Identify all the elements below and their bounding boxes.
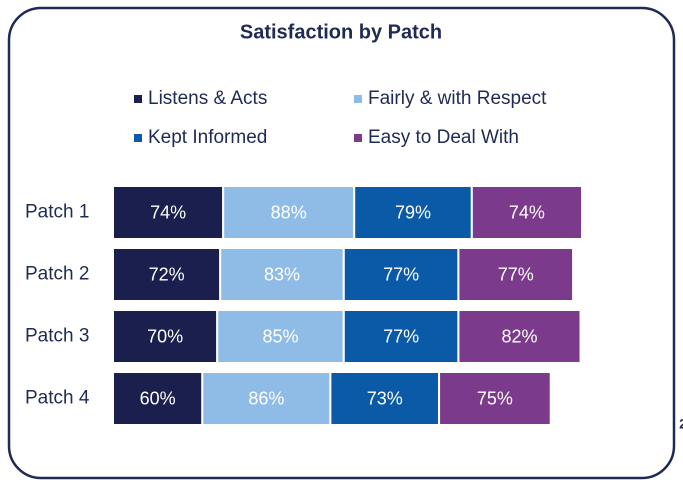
y-tick-label: Patch 4 (25, 388, 90, 409)
data-label: 85% (262, 326, 298, 346)
data-label: 77% (383, 264, 419, 284)
legend-label: Easy to Deal With (368, 127, 519, 148)
legend-label: Listens & Acts (148, 88, 267, 109)
y-tick-label: Patch 3 (25, 326, 89, 347)
data-label: 74% (509, 202, 545, 222)
data-label: 75% (477, 388, 513, 408)
bar-segment (112, 247, 222, 302)
chart-title: Satisfaction by Patch (240, 21, 442, 43)
data-label: 60% (140, 388, 176, 408)
bar-segment (353, 185, 473, 240)
bar-segment (470, 185, 584, 240)
legend-swatch (354, 134, 362, 142)
legend-swatch (134, 95, 142, 103)
data-label: 82% (501, 326, 537, 346)
bar-segment (216, 309, 345, 364)
bar-segment (222, 185, 356, 240)
legend-label: Kept Informed (148, 127, 267, 148)
data-label: 86% (248, 388, 284, 408)
bar-segment (342, 309, 460, 364)
bar-segment (219, 247, 345, 302)
data-label: 88% (271, 202, 307, 222)
bar-segment (112, 309, 219, 364)
y-tick-label: Patch 2 (25, 264, 89, 285)
legend-swatch (134, 134, 142, 142)
data-label: 77% (498, 264, 534, 284)
bar-segment (112, 371, 204, 426)
data-label: 77% (383, 326, 419, 346)
bar-segment (201, 371, 332, 426)
bar-segment (112, 185, 225, 240)
data-label: 72% (149, 264, 185, 284)
data-label: 79% (395, 202, 431, 222)
data-label: 73% (367, 388, 403, 408)
bar-segment (438, 371, 552, 426)
legend-swatch (354, 95, 362, 103)
data-label: 83% (264, 264, 300, 284)
bar-segment (457, 247, 575, 302)
data-label: 74% (150, 202, 186, 222)
page-number: 2 (679, 416, 683, 432)
y-tick-label: Patch 1 (25, 202, 89, 223)
data-label: 70% (147, 326, 183, 346)
bar-segment (329, 371, 441, 426)
bar-segment (457, 309, 582, 364)
legend-label: Fairly & with Respect (368, 88, 547, 109)
